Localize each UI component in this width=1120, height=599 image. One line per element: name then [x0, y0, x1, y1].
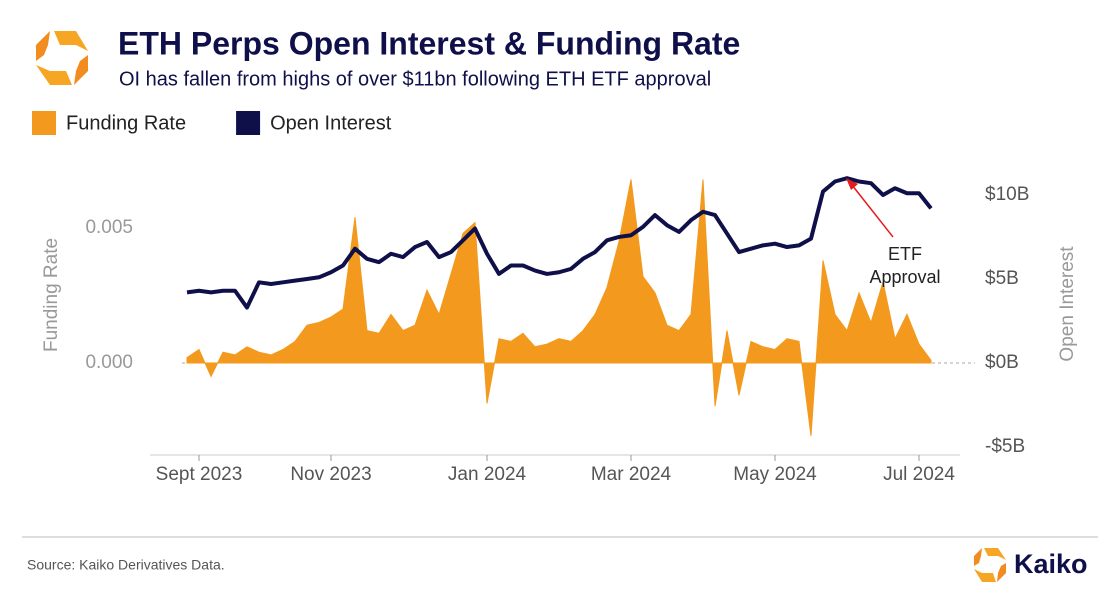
brand-logo [974, 548, 1006, 582]
y2-tick-label: $0B [985, 352, 1019, 373]
legend-swatch [236, 111, 261, 135]
source: Source: Kaiko Derivatives Data. [27, 557, 225, 573]
x-tick-label: Sept 2023 [156, 464, 243, 485]
funding-area [186, 179, 932, 436]
y2-tick-label: $10B [985, 184, 1029, 205]
legend-swatch [32, 111, 56, 135]
x-tick-label: May 2024 [733, 464, 817, 485]
y2-tick-label: $5B [985, 268, 1019, 289]
chart-subtitle: OI has fallen from highs of over $11bn f… [119, 68, 711, 90]
annotation-arrowhead [846, 178, 858, 190]
x-tick-label: Nov 2023 [290, 464, 371, 485]
legend-label: Open Interest [270, 112, 392, 134]
logo [36, 31, 88, 85]
oi-line [186, 176, 933, 310]
x-tick-label: Jan 2024 [448, 464, 527, 485]
annotation-text: Approval [869, 267, 940, 287]
y-tick-label: 0.000 [85, 352, 133, 373]
legend-label: Funding Rate [66, 112, 186, 134]
brand-name: Kaiko [1014, 549, 1088, 579]
annotation-arrow [851, 184, 894, 238]
annotation-text: ETF [888, 244, 922, 264]
chart-title: ETH Perps Open Interest & Funding Rate [118, 25, 740, 61]
y2-axis-label: Open Interest [1057, 246, 1078, 362]
y-tick-label: 0.005 [85, 217, 133, 238]
y-axis-label: Funding Rate [41, 238, 62, 352]
y2-tick-label: -$5B [985, 436, 1025, 457]
x-tick-label: Mar 2024 [591, 464, 672, 485]
x-tick-label: Jul 2024 [883, 464, 955, 485]
